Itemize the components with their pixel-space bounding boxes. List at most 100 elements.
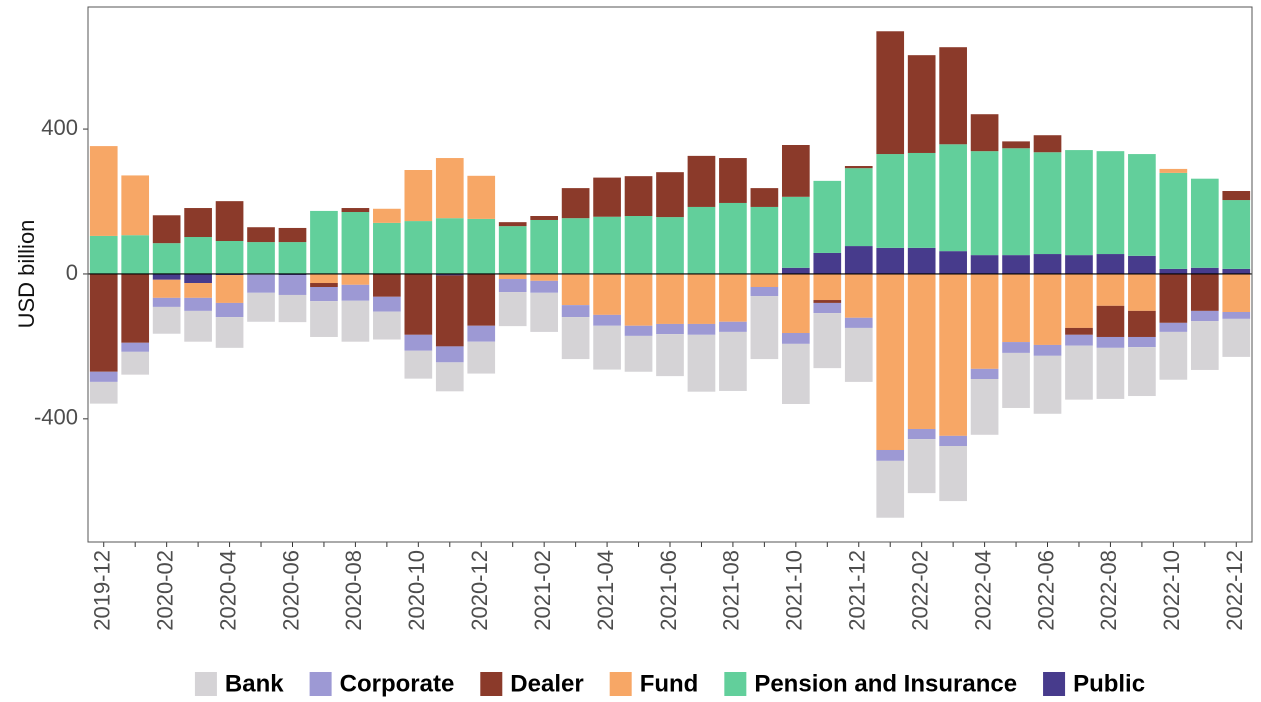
bar-segment [876, 273, 905, 450]
bar-segment [404, 169, 433, 222]
bar-segment [498, 292, 527, 327]
bar-segment [656, 334, 684, 377]
x-tick-label: 2022-02 [907, 550, 932, 631]
bar-segment [593, 177, 621, 217]
y-axis-label: USD billion [14, 220, 39, 329]
bar-segment [435, 275, 464, 347]
x-tick-label: 2021-02 [530, 550, 555, 631]
bar-segment [561, 273, 590, 306]
bar-segment [498, 222, 527, 227]
bar-segment [561, 188, 590, 219]
x-tick-label: 2020-12 [467, 550, 492, 631]
bar-segment [1159, 322, 1188, 332]
bar-segment [247, 242, 275, 274]
x-tick-label: 2020-04 [215, 550, 240, 631]
bar-segment [152, 215, 181, 244]
bar-segment [435, 218, 464, 274]
bar-segment [1096, 347, 1125, 399]
bar-segment [750, 296, 779, 360]
y-tick-label: -400 [34, 405, 78, 430]
bar-segment [844, 246, 873, 274]
bar-segment [907, 55, 936, 153]
x-tick-label: 2021-06 [656, 550, 681, 631]
bar-segment [530, 273, 559, 281]
bar-segment [593, 325, 621, 370]
bar-segment [1159, 172, 1188, 269]
bar-segment [1190, 310, 1219, 322]
bar-segment [719, 331, 747, 391]
bar-segment [1065, 345, 1093, 400]
bar-segment [624, 176, 653, 217]
plot-frame [87, 6, 1253, 543]
bar-segment [1159, 273, 1188, 323]
bar-segment [404, 334, 433, 351]
bar-segment [498, 279, 527, 293]
bar-segment [1222, 191, 1251, 201]
bar-segment [656, 323, 684, 335]
bar-segment [121, 175, 150, 236]
bar-segment [310, 283, 338, 287]
x-tick-label: 2022-04 [970, 550, 995, 631]
bar-segment [719, 202, 747, 274]
bar-segment [89, 235, 118, 274]
bar-segment [844, 327, 873, 382]
bar-segment [1128, 154, 1156, 256]
bar-segment [876, 154, 905, 248]
bar-segment [813, 313, 842, 369]
bar-segment [656, 273, 684, 324]
bar-segment [781, 196, 810, 268]
bar-segment [813, 300, 842, 303]
bar-segment [310, 301, 338, 337]
bar-segment [1159, 168, 1188, 173]
x-tick-label: 2021-08 [719, 550, 744, 631]
bar-segment [278, 294, 307, 323]
bar-segment [89, 381, 118, 404]
legend-label: Fund [640, 670, 699, 697]
bar-segment [435, 273, 464, 276]
x-tick-label: 2021-04 [593, 550, 618, 631]
bar-segment [1002, 273, 1030, 343]
bar-segment [215, 275, 244, 303]
bar-segment [530, 219, 559, 274]
bar-segment [876, 31, 905, 155]
legend-label: Public [1073, 670, 1145, 697]
legend-label: Pension and Insurance [754, 670, 1017, 697]
bar-segment [530, 216, 559, 220]
bar-segment [89, 146, 118, 236]
legend-swatch [480, 672, 503, 696]
x-tick-label: 2022-06 [1033, 550, 1058, 631]
bar-segment [1190, 273, 1219, 311]
bar-segment [278, 227, 307, 243]
bar-segment [687, 323, 716, 335]
bar-segment [781, 332, 810, 344]
bar-segment [341, 212, 370, 274]
bar-segment [152, 279, 181, 298]
bar-segment [813, 180, 842, 253]
bar-segment [939, 47, 967, 145]
bar-segment [184, 237, 212, 274]
bar-segment [1222, 273, 1251, 312]
y-tick-label: 0 [66, 260, 78, 285]
bar-segment [907, 273, 936, 429]
legend-label: Bank [225, 670, 284, 697]
x-tick-label: 2022-10 [1159, 550, 1184, 631]
bar-segment [687, 155, 716, 207]
bar-segment [1128, 255, 1156, 274]
bar-segment [373, 208, 401, 223]
bar-segment [184, 310, 212, 342]
bar-segment [1002, 342, 1030, 353]
x-tick-label: 2021-10 [782, 550, 807, 631]
bar-segment [813, 302, 842, 314]
bar-segment [184, 273, 212, 284]
x-tick-label: 2020-08 [341, 550, 366, 631]
bar-segment [593, 216, 621, 274]
bar-segment [498, 273, 527, 280]
x-tick-label: 2020-02 [152, 550, 177, 631]
x-tick-label: 2022-12 [1222, 550, 1247, 631]
bar-segment [1033, 135, 1062, 153]
bar-segment [1002, 352, 1030, 408]
bar-segment [813, 273, 842, 301]
bar-segment [719, 321, 747, 332]
bar-segment [152, 297, 181, 307]
